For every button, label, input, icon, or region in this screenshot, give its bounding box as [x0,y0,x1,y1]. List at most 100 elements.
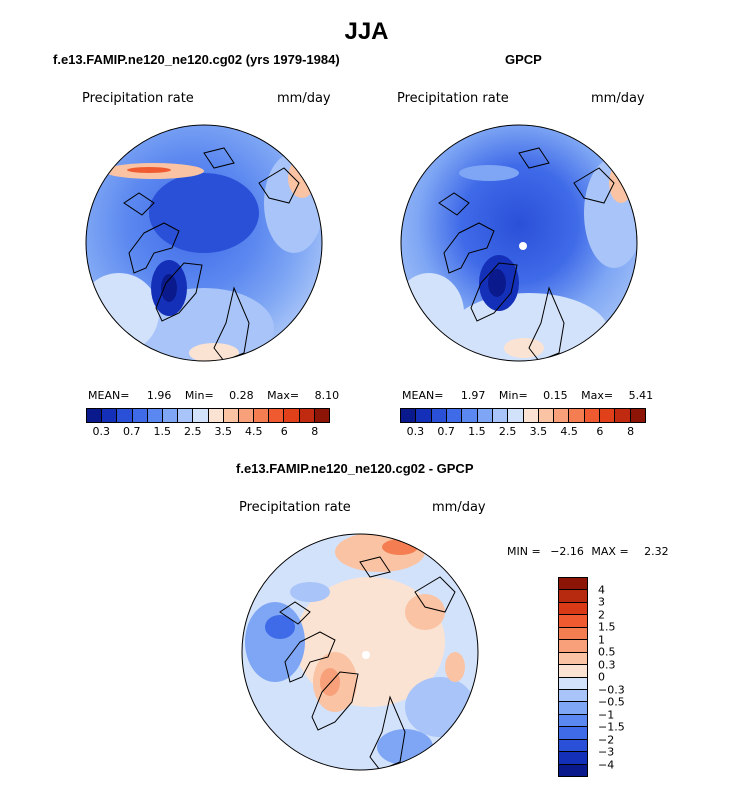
colorbar-swatch [508,409,524,422]
panel1-title: f.e13.FAMIP.ne120_ne120.cg02 (yrs 1979-1… [53,52,340,67]
colorbar-swatch [559,615,587,628]
colorbar-tick-label: 3.5 [529,425,548,438]
colorbar-tick-label: 0.7 [123,425,141,438]
panel1-mean-value: 1.96 [146,389,172,402]
panel2-colorbar-swatches [400,408,646,423]
pole-marker [362,651,370,659]
colorbar-tick-label: 8 [627,425,635,438]
panel1-max-label: Max= [267,389,300,402]
panel2-title: GPCP [505,52,542,67]
colorbar-swatch [178,409,194,422]
colorbar-swatch [559,652,587,666]
colorbar-swatch [238,409,255,422]
colorbar-tick-label: 6 [280,425,288,438]
colorbar-swatch [554,409,570,422]
colorbar-swatch [559,764,587,776]
colorbar-swatch [559,665,587,678]
panel1-mean-label: MEAN= [88,389,130,402]
colorbar-swatch [630,409,645,422]
colorbar-swatch [477,409,493,422]
colorbar-swatch [559,727,587,740]
colorbar-tick-label: −4 [598,758,615,771]
colorbar-swatch [523,409,539,422]
panel1-colorbar-ticks: 0.3 0.7 1.5 2.5 3.5 4.5 6 8 [86,423,330,439]
colorbar-swatch [559,714,587,728]
colorbar-swatch [559,578,587,591]
panel1-min-value: 0.28 [229,389,254,402]
colorbar-tick-label: 1 [598,633,605,646]
colorbar-swatch [559,627,587,641]
colorbar-swatch [401,409,417,422]
colorbar-swatch [559,702,587,715]
colorbar-tick-label: −3 [598,745,615,759]
colorbar-tick-label: 2.5 [498,425,517,438]
panel2-colorbar: 0.3 0.7 1.5 2.5 3.5 4.5 6 8 [400,408,646,439]
colorbar-swatch [314,409,329,422]
panel3-polar-map [241,533,479,771]
panel1-colorbar-swatches [86,408,330,423]
panel2-colorbar-ticks: 0.3 0.7 1.5 2.5 3.5 4.5 6 8 [400,423,646,439]
colorbar-swatch [462,409,478,422]
panel2-max-label: Max= [581,389,614,402]
pole-marker [519,242,527,250]
colorbar-swatch [102,409,118,422]
colorbar-swatch [284,409,300,422]
colorbar-tick-label: 0.5 [598,645,616,659]
colorbar-tick-label: −1.5 [598,720,625,734]
panel1-max-value: 8.10 [314,389,340,402]
colorbar-tick-label: 4.5 [560,425,578,438]
colorbar-tick-label: 1.5 [153,425,172,438]
colorbar-tick-label: −2 [598,733,615,746]
colorbar-tick-label: 0 [598,670,605,684]
colorbar-swatch [254,409,270,422]
panel2-units-label: mm/day [591,91,645,106]
colorbar-tick-label: 1.5 [598,620,616,634]
panel3-stats: MIN = −2.16 MAX = 2.32 [507,545,669,558]
panel2-min-value: 0.15 [543,389,568,402]
panel3-max-label: MAX = [591,545,629,558]
colorbar-tick-label: 2 [598,608,605,621]
colorbar-tick-label: 8 [311,425,319,438]
colorbar-swatch [600,409,616,422]
panel3-max-value: 2.32 [644,545,669,558]
colorbar-tick-label: 0.7 [437,425,455,438]
panel3-units-label: mm/day [432,500,486,515]
panel2-mean-label: MEAN= [402,389,444,402]
colorbar-swatch [87,409,103,422]
colorbar-tick-label: 1.5 [468,425,486,438]
panel3-min-label: MIN = [507,545,541,558]
panel2-variable-label: Precipitation rate [397,91,509,106]
colorbar-swatch [431,409,447,422]
colorbar-swatch [615,409,631,422]
panel1-stats: MEAN= 1.96 Min= 0.28 Max= 8.10 [88,389,339,402]
colorbar-tick-label: 2.5 [184,425,202,438]
colorbar-swatch [559,677,587,690]
colorbar-tick-label: −1 [598,708,615,721]
panel1-colorbar: 0.3 0.7 1.5 2.5 3.5 4.5 6 8 [86,408,330,439]
colorbar-tick-label: 0.3 [406,425,425,438]
panel2-polar-map [400,124,638,362]
colorbar-tick-label: 0.3 [598,658,616,671]
panel3-min-value: −2.16 [550,545,584,558]
colorbar-swatch [132,409,148,422]
panel1-variable-label: Precipitation rate [82,91,194,106]
colorbar-tick-label: 4.5 [245,425,263,438]
colorbar-tick-label: −0.3 [598,683,625,696]
colorbar-tick-label: 6 [596,425,604,438]
colorbar-swatch [416,409,432,422]
colorbar-swatch [117,409,133,422]
colorbar-swatch [147,409,163,422]
colorbar-tick-label: −0.5 [598,695,625,709]
panel2-min-label: Min= [498,389,528,402]
colorbar-swatch [569,409,585,422]
colorbar-swatch [162,409,179,422]
colorbar-swatch [559,602,587,616]
panel1-polar-map [85,124,323,362]
panel3-title: f.e13.FAMIP.ne120_ne120.cg02 - GPCP [236,461,474,476]
colorbar-swatch [208,409,224,422]
colorbar-swatch [559,689,587,703]
colorbar-swatch [223,409,239,422]
panel3-colorbar: 4 3 2 1.5 1 0.5 0.3 0 −0.3 −0.5 −1 −1.5 −2 −3 −4 [558,577,625,777]
colorbar-swatch [299,409,315,422]
colorbar-swatch [559,739,587,753]
